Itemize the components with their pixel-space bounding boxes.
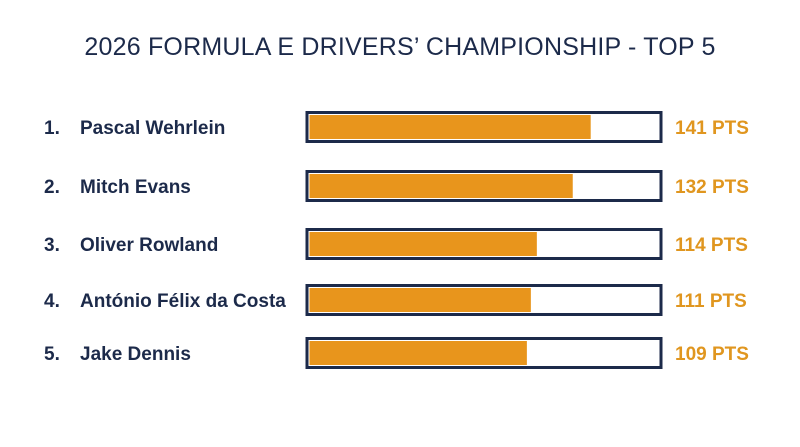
bar-row: 3. Oliver Rowland 114 PTS <box>44 228 748 260</box>
bar-row: 4. António Félix da Costa 111 PTS <box>44 284 747 316</box>
points-label: 132 PTS <box>675 177 749 198</box>
driver-name: António Félix da Costa <box>80 291 286 312</box>
points-label: 114 PTS <box>675 235 748 256</box>
rank-label: 3. <box>44 235 60 256</box>
chart-title: 2026 FORMULA E DRIVERS’ CHAMPIONSHIP - T… <box>84 33 715 61</box>
bar-rows: 1. Pascal Wehrlein 141 PTS 2. Mitch Evans 132… <box>44 111 749 369</box>
driver-name: Pascal Wehrlein <box>80 118 225 139</box>
bar-fill <box>309 232 537 256</box>
rank-label: 5. <box>44 344 60 365</box>
driver-name: Mitch Evans <box>80 177 191 198</box>
rank-label: 4. <box>44 291 60 312</box>
rank-label: 2. <box>44 177 60 198</box>
bar-row: 1. Pascal Wehrlein 141 PTS <box>44 111 749 143</box>
bar-row: 2. Mitch Evans 132 PTS <box>44 170 749 202</box>
bar-fill <box>309 341 527 365</box>
bar-fill <box>309 174 573 198</box>
points-label: 111 PTS <box>675 291 747 312</box>
rank-label: 1. <box>44 118 60 139</box>
points-label: 109 PTS <box>675 344 749 365</box>
bar-row: 5. Jake Dennis 109 PTS <box>44 337 749 369</box>
bar-fill <box>309 115 591 139</box>
points-label: 141 PTS <box>675 118 749 139</box>
bar-fill <box>309 288 531 312</box>
driver-name: Oliver Rowland <box>80 235 218 256</box>
driver-name: Jake Dennis <box>80 344 191 365</box>
